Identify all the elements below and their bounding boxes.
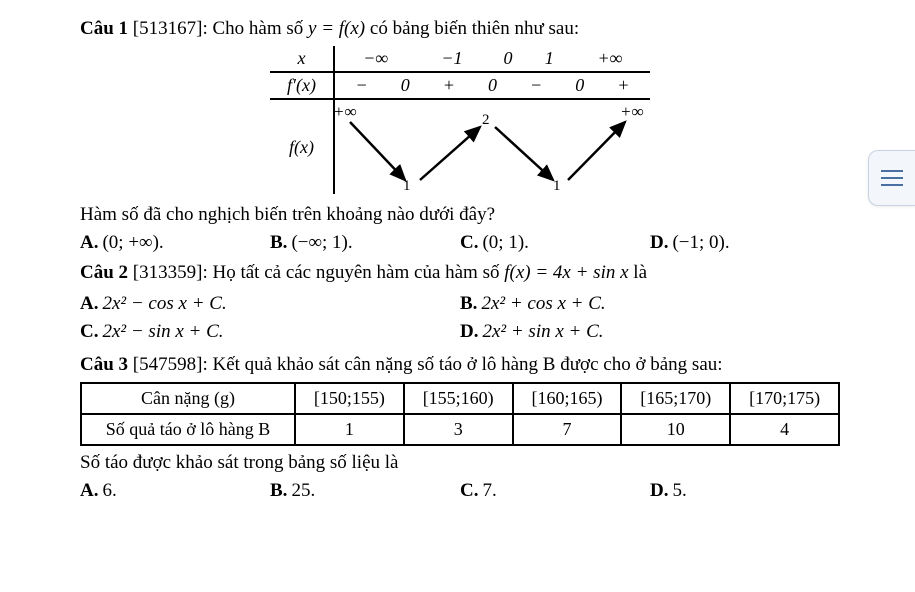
q3-opt-b[interactable]: B.25. bbox=[270, 480, 460, 502]
q3-options: A.6. B.25. C.7. D.5. bbox=[80, 480, 840, 502]
q3-subquestion: Số táo được khảo sát trong bảng số liệu … bbox=[80, 452, 840, 474]
vt-inf-left: +∞ bbox=[333, 102, 357, 121]
q3-prefix: Câu 3 bbox=[80, 354, 128, 375]
q3-row2-label: Số quả táo ở lô hàng B bbox=[81, 414, 295, 445]
q1-variation-table: x −∞ −1 0 1 +∞ f′(x) − 0 + 0 bbox=[270, 46, 650, 194]
vt-fprime-row: − 0 + 0 − 0 + bbox=[334, 72, 650, 99]
vt-x-label: x bbox=[270, 46, 334, 72]
q1-formula: y = f(x) bbox=[308, 18, 370, 39]
vt-x-4: +∞ bbox=[570, 46, 650, 72]
q3-col-2: [160;165) bbox=[513, 383, 622, 414]
vt-val-1l: 1 bbox=[403, 178, 411, 192]
q1-text-after: có bảng biến thiên như sau: bbox=[370, 18, 579, 39]
q1-code: [513167]: bbox=[133, 18, 208, 39]
q2-prefix: Câu 2 bbox=[80, 262, 128, 283]
q2-title: Câu 2 [313359]: Họ tất cả các nguyên hàm… bbox=[80, 262, 840, 284]
q1-opt-d[interactable]: D.(−1; 0). bbox=[650, 232, 840, 254]
vt-x-3: 1 bbox=[529, 46, 570, 72]
q1-prefix: Câu 1 bbox=[80, 18, 128, 39]
side-widget-button[interactable] bbox=[868, 150, 915, 206]
q3-opt-a[interactable]: A.6. bbox=[80, 480, 270, 502]
vt-x-1: −1 bbox=[417, 46, 488, 72]
q3-val-3: 10 bbox=[621, 414, 730, 445]
q3-val-2: 7 bbox=[513, 414, 622, 445]
q1-title: Câu 1 [513167]: Cho hàm số y = f(x) có b… bbox=[80, 18, 840, 40]
q1-subquestion: Hàm số đã cho nghịch biến trên khoảng nà… bbox=[80, 204, 840, 226]
q3-val-0: 1 bbox=[295, 414, 404, 445]
vt-val-2: 2 bbox=[482, 112, 490, 128]
q3-val-4: 4 bbox=[730, 414, 839, 445]
q2-code: [313359]: bbox=[133, 262, 208, 283]
q3-title: Câu 3 [547598]: Kết quả khảo sát cân nặn… bbox=[80, 354, 840, 376]
q2-options: A.2x² − cos x + C. B.2x² + cos x + C. C.… bbox=[80, 290, 840, 346]
q3-row1-label: Cân nặng (g) bbox=[81, 383, 295, 414]
q3-val-1: 3 bbox=[404, 414, 513, 445]
variation-arrows: +∞ 1 2 1 +∞ bbox=[325, 102, 650, 192]
q3-col-1: [155;160) bbox=[404, 383, 513, 414]
hamburger-icon bbox=[881, 170, 903, 186]
vt-val-1r: 1 bbox=[553, 178, 561, 192]
q3-col-3: [165;170) bbox=[621, 383, 730, 414]
q3-data-table: Cân nặng (g) [150;155) [155;160) [160;16… bbox=[80, 382, 840, 446]
vt-fprime-label: f′(x) bbox=[270, 72, 334, 99]
q1-text-before: Cho hàm số bbox=[212, 18, 308, 39]
q2-opt-a[interactable]: A.2x² − cos x + C. bbox=[80, 293, 460, 315]
vt-x-2: 0 bbox=[487, 46, 528, 72]
q2-text-after: là bbox=[633, 262, 647, 283]
q3-opt-c[interactable]: C.7. bbox=[460, 480, 650, 502]
content-area: Câu 1 [513167]: Cho hàm số y = f(x) có b… bbox=[80, 10, 840, 510]
vt-inf-right: +∞ bbox=[620, 102, 644, 121]
q3-code: [547598]: bbox=[133, 354, 208, 375]
q2-formula: f(x) = 4x + sin x bbox=[504, 262, 628, 283]
vt-x-0: −∞ bbox=[334, 46, 417, 72]
q2-text-before: Họ tất cả các nguyên hàm của hàm số bbox=[212, 262, 504, 283]
q1-options: A.(0; +∞). B.(−∞; 1). C.(0; 1). D.(−1; 0… bbox=[80, 232, 840, 254]
q3-col-0: [150;155) bbox=[295, 383, 404, 414]
q3-opt-d[interactable]: D.5. bbox=[650, 480, 840, 502]
q2-opt-d[interactable]: D.2x² + sin x + C. bbox=[460, 321, 840, 343]
q1-opt-b[interactable]: B.(−∞; 1). bbox=[270, 232, 460, 254]
q3-col-4: [170;175) bbox=[730, 383, 839, 414]
q2-opt-c[interactable]: C.2x² − sin x + C. bbox=[80, 321, 460, 343]
q1-opt-a[interactable]: A.(0; +∞). bbox=[80, 232, 270, 254]
q3-text: Kết quả khảo sát cân nặng số táo ở lô hà… bbox=[212, 354, 722, 375]
page: Câu 1 [513167]: Cho hàm số y = f(x) có b… bbox=[0, 0, 915, 592]
q2-opt-b[interactable]: B.2x² + cos x + C. bbox=[460, 293, 840, 315]
q1-opt-c[interactable]: C.(0; 1). bbox=[460, 232, 650, 254]
